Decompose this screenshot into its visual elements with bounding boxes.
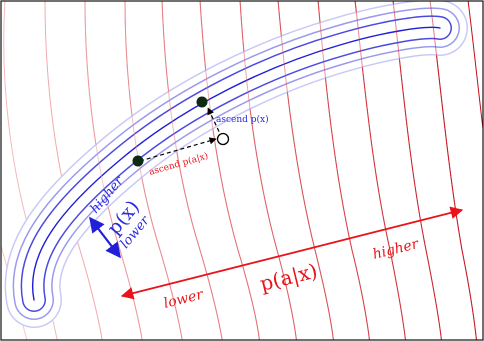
pax-lower-label: lower <box>162 286 206 311</box>
pax-label: p(a|x) <box>257 258 320 296</box>
px-direction-arrow <box>89 216 121 259</box>
pax-contour-line <box>467 1 483 134</box>
start-point <box>132 155 144 167</box>
ascend-px-label: ascend p(x) <box>216 114 269 125</box>
pax-direction-arrow <box>120 206 464 300</box>
end-point <box>196 96 208 108</box>
intermediate-point <box>216 132 230 146</box>
ascend-px-arrow <box>207 107 223 139</box>
pax-higher-label: higher <box>371 236 421 263</box>
ascend-pax-arrow <box>139 137 217 162</box>
